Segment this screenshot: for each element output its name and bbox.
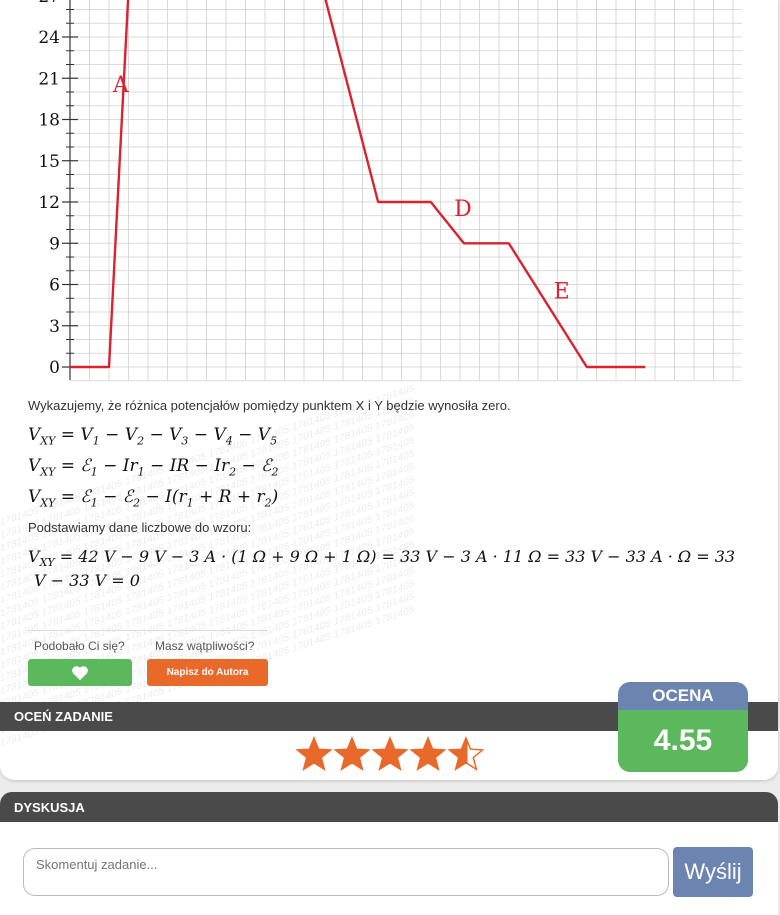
intro-text: Wykazujemy, że różnica potencjałów pomię… <box>28 398 511 413</box>
point-label-C: C <box>327 0 344 2</box>
equation-1: VXY = V1 − V2 − V3 − V4 − V5 <box>28 425 278 448</box>
y-tick-label-9: 9 <box>49 234 60 254</box>
send-button[interactable]: Wyślij <box>673 847 753 897</box>
equation-3: VXY = ℰ1 − ℰ2 − I(r1 + R + r2) <box>28 487 279 510</box>
star-icon[interactable] <box>372 736 408 772</box>
like-button[interactable] <box>28 659 132 686</box>
discussion-header: DYSKUSJA <box>0 792 778 822</box>
y-tick-label-18: 18 <box>38 111 60 131</box>
score-value: 4.55 <box>618 710 748 772</box>
score-box: OCENA 4.55 <box>618 682 748 772</box>
y-tick-label-24: 24 <box>38 28 60 48</box>
point-label-A: A <box>112 73 130 98</box>
rating-stars[interactable] <box>296 736 484 772</box>
heart-icon <box>72 665 88 680</box>
write-to-author-button[interactable]: Napisz do Autora <box>147 659 268 686</box>
potential-line <box>70 0 646 369</box>
point-label-D: D <box>454 197 472 222</box>
y-tick-label-6: 6 <box>49 276 60 296</box>
equation-4-cont: V − 33 V = 0 <box>34 571 140 590</box>
star-icon[interactable] <box>410 736 446 772</box>
y-tick-label-27: 27 <box>38 0 60 7</box>
equation-4: VXY = 42 V − 9 V − 3 A · (1 Ω + 9 Ω + 1 … <box>28 547 736 570</box>
y-tick-label-12: 12 <box>38 193 60 213</box>
star-icon[interactable] <box>448 736 484 772</box>
star-icon[interactable] <box>296 736 332 772</box>
score-label: OCENA <box>618 682 748 710</box>
substitution-text: Podstawiamy dane liczbowe do wzoru: <box>28 520 252 535</box>
comment-input[interactable] <box>23 848 669 896</box>
chart-grid <box>69 0 742 382</box>
point-label-E: E <box>554 279 570 304</box>
star-icon[interactable] <box>334 736 370 772</box>
like-question: Podobało Ci się? <box>34 639 125 653</box>
y-tick-label-3: 3 <box>49 317 60 337</box>
y-tick-label-15: 15 <box>38 152 60 172</box>
divider <box>28 630 268 631</box>
solution-card: 0369121518212427ACDE 1781405 1781405 178… <box>0 0 778 780</box>
y-tick-label-21: 21 <box>38 69 60 89</box>
equation-2: VXY = ℰ1 − Ir1 − IR − Ir2 − ℰ2 <box>28 456 279 479</box>
doubt-question: Masz wątpliwości? <box>155 639 255 653</box>
y-tick-label-0: 0 <box>49 358 60 378</box>
potential-chart: 0 3 6 9 12 15 18 21 24 27 A C D E <box>38 0 742 382</box>
